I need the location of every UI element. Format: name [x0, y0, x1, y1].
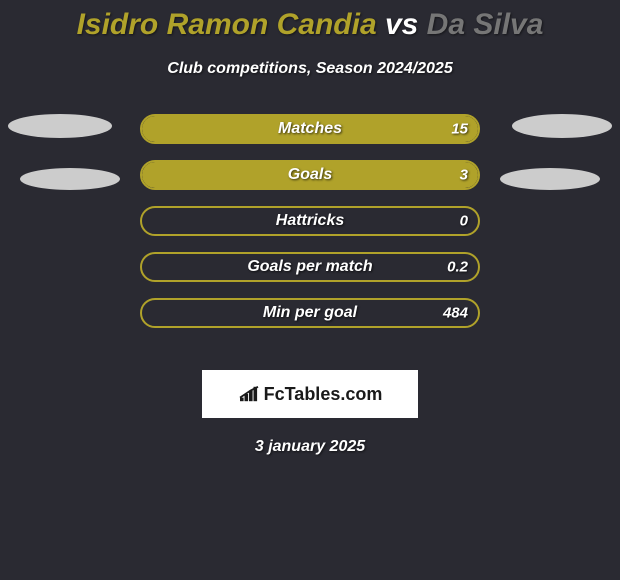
comparison-infographic: Isidro Ramon Candia vs Da Silva Club com… [0, 0, 620, 580]
stat-label: Goals [288, 166, 332, 184]
date-label: 3 january 2025 [0, 438, 620, 456]
decorative-ellipse [500, 168, 600, 190]
stat-row: Goals per match 0.2 [140, 252, 480, 282]
player1-name: Isidro Ramon Candia [77, 8, 377, 41]
stat-row: Goals 3 [140, 160, 480, 190]
stat-value: 0 [460, 213, 468, 230]
logo-text: FcTables.com [264, 384, 383, 405]
player2-name: Da Silva [427, 8, 544, 41]
stat-label: Goals per match [247, 258, 372, 276]
stat-label: Min per goal [263, 304, 357, 322]
stat-label: Matches [278, 120, 342, 138]
stat-row: Matches 15 [140, 114, 480, 144]
vs-text: vs [377, 8, 427, 41]
bar-chart-icon [238, 385, 260, 403]
stat-value: 3 [460, 167, 468, 184]
stats-chart: Matches 15 Goals 3 Hattricks 0 Goals per match… [0, 114, 620, 354]
stat-label: Hattricks [276, 212, 344, 230]
stat-value: 0.2 [447, 259, 468, 276]
stat-value: 484 [443, 305, 468, 322]
stat-row: Hattricks 0 [140, 206, 480, 236]
fctables-logo: FcTables.com [202, 370, 418, 418]
subtitle: Club competitions, Season 2024/2025 [0, 60, 620, 78]
stat-row: Min per goal 484 [140, 298, 480, 328]
decorative-ellipse [512, 114, 612, 138]
stat-value: 15 [451, 121, 468, 138]
decorative-ellipse [8, 114, 112, 138]
decorative-ellipse [20, 168, 120, 190]
page-title: Isidro Ramon Candia vs Da Silva [0, 0, 620, 42]
